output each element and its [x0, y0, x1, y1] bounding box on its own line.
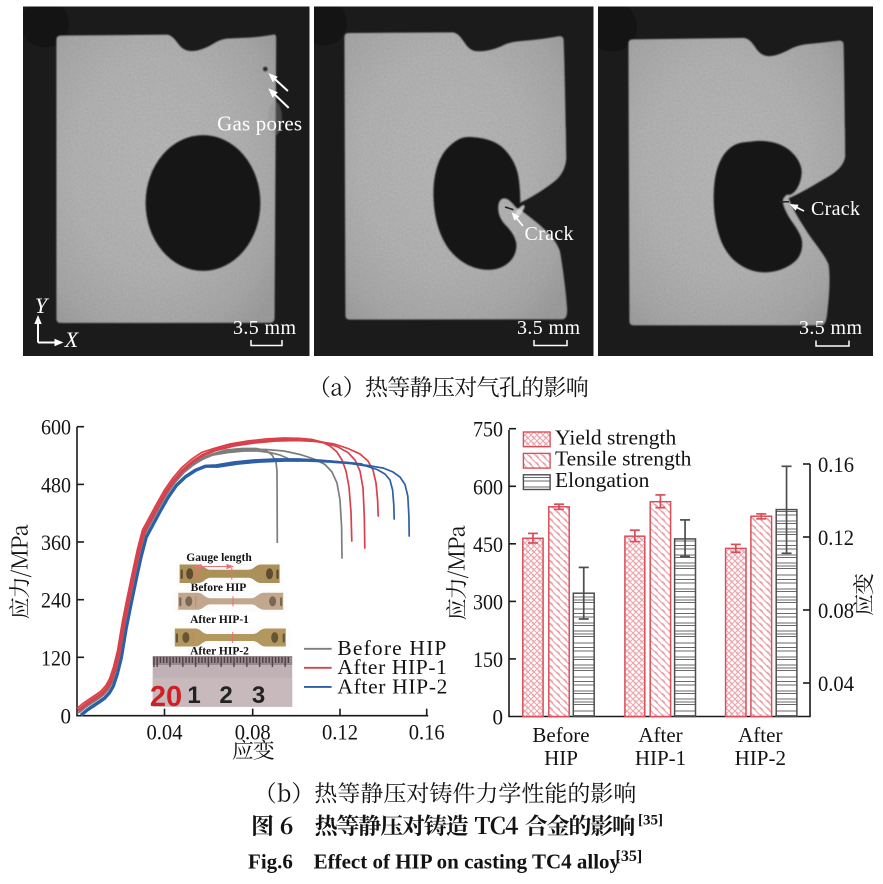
svg-text:3.5 mm: 3.5 mm — [517, 317, 580, 339]
svg-text:0.12: 0.12 — [322, 719, 358, 744]
svg-text:0: 0 — [61, 704, 72, 729]
svg-text:0.04: 0.04 — [147, 719, 183, 744]
svg-text:HIP-1: HIP-1 — [635, 746, 686, 770]
svg-text:360: 360 — [41, 530, 71, 555]
svg-text:After HIP-1: After HIP-1 — [337, 655, 447, 679]
svg-text:120: 120 — [41, 645, 71, 670]
svg-text:[35]: [35] — [638, 813, 663, 829]
svg-text:Crack: Crack — [811, 198, 860, 220]
svg-text:3: 3 — [252, 682, 265, 709]
svg-text:0.16: 0.16 — [409, 719, 445, 744]
svg-text:Before: Before — [532, 723, 589, 747]
svg-text:20: 20 — [150, 681, 182, 713]
svg-text:X: X — [64, 327, 80, 352]
svg-text:Gas pores: Gas pores — [217, 112, 302, 136]
svg-text:150: 150 — [473, 647, 503, 672]
svg-text:0.08: 0.08 — [235, 719, 271, 744]
svg-text:450: 450 — [473, 532, 503, 557]
svg-text:Tensile strength: Tensile strength — [555, 447, 692, 471]
svg-text:Y: Y — [35, 293, 50, 318]
svg-text:1: 1 — [187, 682, 200, 709]
svg-text:0.08: 0.08 — [818, 598, 854, 623]
svg-text:After: After — [738, 723, 782, 747]
svg-text:0.12: 0.12 — [818, 525, 854, 550]
svg-text:After HIP-1: After HIP-1 — [190, 614, 249, 626]
svg-text:3.5 mm: 3.5 mm — [799, 317, 862, 339]
svg-text:Elongation: Elongation — [555, 468, 650, 492]
svg-text:300: 300 — [473, 589, 503, 614]
svg-text:750: 750 — [473, 417, 503, 442]
svg-text:2: 2 — [219, 682, 232, 709]
svg-text:3.5 mm: 3.5 mm — [233, 317, 296, 339]
svg-text:0: 0 — [493, 705, 504, 730]
svg-text:After HIP-2: After HIP-2 — [190, 646, 249, 658]
svg-text:600: 600 — [473, 474, 503, 499]
svg-text:Yield strength: Yield strength — [555, 425, 676, 449]
svg-text:[35]: [35] — [616, 848, 643, 865]
svg-text:Effect of HIP on casting TC4 a: Effect of HIP on casting TC4 alloy — [314, 849, 621, 873]
svg-text:240: 240 — [41, 588, 71, 613]
svg-text:Crack: Crack — [525, 223, 574, 245]
svg-text:HIP-2: HIP-2 — [735, 746, 786, 770]
svg-text:After HIP-2: After HIP-2 — [337, 674, 447, 698]
svg-text:Before HIP: Before HIP — [191, 582, 247, 594]
svg-text:Gauge length: Gauge length — [186, 552, 252, 564]
svg-text:After: After — [638, 723, 682, 747]
svg-text:Fig.6: Fig.6 — [248, 849, 293, 873]
svg-text:HIP: HIP — [544, 746, 578, 770]
svg-text:0.04: 0.04 — [818, 671, 854, 696]
svg-text:600: 600 — [41, 415, 71, 440]
svg-text:480: 480 — [41, 472, 71, 497]
svg-text:0.16: 0.16 — [818, 452, 854, 477]
svg-text:Before HIP: Before HIP — [337, 636, 446, 660]
